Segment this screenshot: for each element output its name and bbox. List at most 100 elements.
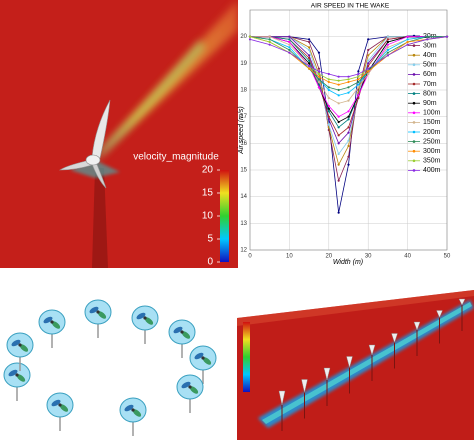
legend-label: 150m [423, 119, 441, 126]
point-marker [347, 144, 350, 148]
point-marker [367, 48, 370, 52]
point-marker [337, 134, 340, 137]
point-marker [386, 46, 389, 49]
point-marker [367, 64, 370, 68]
legend-label: 70m [423, 81, 437, 88]
legend-marker [412, 63, 416, 67]
point-marker [347, 115, 350, 118]
point-marker [327, 115, 330, 118]
point-marker [337, 163, 340, 166]
legend-label: 80m [423, 90, 437, 97]
point-marker [268, 35, 271, 38]
point-marker [406, 38, 409, 41]
turbine-blade [124, 404, 134, 412]
x-tick-label: 40 [404, 254, 411, 260]
point-marker [308, 48, 311, 52]
point-marker [337, 115, 340, 118]
y-tick-label: 13 [240, 221, 247, 227]
legend-label: 90m [423, 100, 437, 107]
legend-marker [412, 92, 416, 95]
turbine-hub [18, 343, 22, 347]
legend-label: 350m [423, 158, 441, 165]
point-marker [308, 54, 311, 57]
point-marker [317, 86, 321, 89]
point-marker [337, 152, 340, 156]
point-marker [327, 86, 330, 89]
legend-marker [412, 159, 416, 163]
point-marker [317, 70, 321, 73]
point-marker [327, 72, 330, 76]
farm-blade [368, 344, 376, 356]
point-marker [327, 96, 330, 100]
y-tick-label: 19 [240, 61, 247, 67]
legend-marker [412, 82, 416, 86]
point-marker [386, 40, 389, 44]
legend-label: 40m [423, 52, 437, 59]
point-marker [386, 54, 389, 57]
point-marker [367, 70, 370, 73]
turbine-blade [89, 306, 99, 314]
legend-marker [412, 44, 416, 47]
point-marker [308, 46, 311, 49]
point-marker [386, 38, 389, 41]
turbine-hub [96, 310, 100, 314]
y-tick-label: 16 [240, 141, 247, 147]
turbine-blade [132, 409, 142, 417]
point-marker [357, 78, 360, 81]
colorbar [220, 170, 229, 262]
point-marker [288, 35, 291, 38]
chart-title: AIR SPEED IN THE WAKE [311, 3, 390, 10]
point-marker [327, 107, 330, 110]
turbine-blade [51, 399, 61, 407]
farm-blade [458, 298, 466, 306]
wake-strip-core [262, 302, 472, 424]
turbine-hub [58, 403, 62, 407]
y-tick-label: 17 [240, 114, 247, 120]
turbine-hub [143, 316, 147, 320]
point-marker [327, 104, 330, 108]
point-marker [268, 38, 271, 41]
blade [91, 99, 111, 159]
farm-blade [323, 367, 331, 381]
point-marker [327, 118, 330, 121]
y-tick-label: 14 [240, 194, 247, 200]
wake-render: velocity_magnitude 0 5 10 15 20 [0, 0, 238, 268]
nacelle [85, 154, 101, 166]
legend-marker [412, 130, 416, 134]
farm-colorbar [243, 322, 250, 392]
turbine-blade [16, 374, 26, 382]
turbine-blade [11, 339, 21, 347]
turbine-blade [97, 311, 107, 319]
point-marker [268, 43, 271, 46]
farm-blade [391, 333, 398, 344]
legend-label: 50m [423, 62, 437, 69]
point-marker [337, 179, 340, 182]
turbine-hub [201, 356, 205, 360]
legend-label: 250m [423, 138, 441, 145]
point-marker [337, 211, 340, 214]
farm-blade [278, 390, 286, 406]
point-marker [357, 94, 360, 97]
legend-label: 100m [423, 110, 441, 117]
colorbar-ticks: 0 5 10 15 20 [202, 165, 220, 268]
y-tick-label: 15 [240, 168, 247, 174]
point-marker [406, 40, 409, 44]
point-marker [445, 35, 449, 38]
point-marker [317, 78, 321, 81]
turbine-hub [15, 373, 19, 377]
x-tick-label: 30 [365, 254, 372, 260]
legend-marker [412, 149, 416, 153]
turbine-blade [59, 404, 69, 412]
point-marker [248, 35, 252, 38]
point-marker [347, 91, 350, 94]
point-marker [426, 35, 429, 38]
point-marker [288, 51, 291, 54]
turbine-hub [131, 408, 135, 412]
legend-marker [412, 101, 416, 105]
turbine-blade [202, 357, 212, 365]
legend-label: 30m [423, 42, 437, 49]
colorbar-tick-label: 0 [207, 257, 213, 268]
point-marker [367, 72, 370, 76]
point-marker [327, 80, 330, 84]
farm-render [237, 290, 474, 440]
